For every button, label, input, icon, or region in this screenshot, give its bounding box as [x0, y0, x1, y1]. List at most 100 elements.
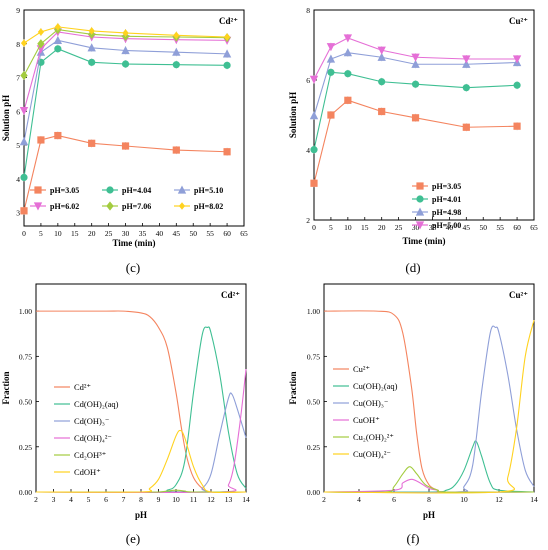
x-tick-label: 35: [429, 223, 437, 232]
y-tick-label: 8: [16, 40, 20, 49]
data-point: [309, 75, 319, 84]
data-point: [343, 48, 353, 57]
y-tick-label: 8: [306, 6, 310, 15]
x-tick-label: 6: [392, 495, 396, 504]
legend-label: Cd(OH)₃⁻: [74, 416, 109, 426]
x-axis-label: pH: [423, 510, 435, 520]
data-point: [172, 146, 180, 154]
legend-label: Cd(OH)₂(aq): [74, 399, 119, 409]
x-tick-label: 4: [69, 495, 73, 504]
y-axis-label: Solution pH: [288, 92, 298, 138]
data-point: [378, 78, 386, 86]
legend-label: CuOH⁺: [353, 415, 380, 425]
data-point: [513, 122, 521, 130]
data-point: [327, 111, 335, 119]
x-tick-label: 4: [357, 495, 361, 504]
chart-title: Cu²⁺: [509, 290, 528, 300]
x-axis-label: Time (min): [402, 236, 445, 246]
caption-e: (e): [126, 531, 140, 546]
legend-label: pH=4.01: [432, 195, 461, 204]
legend-label: Cd²⁺: [74, 382, 91, 392]
x-tick-label: 2: [34, 495, 38, 504]
series-curve-5: [323, 466, 535, 493]
data-point: [37, 28, 45, 36]
y-tick-label: 5: [16, 141, 20, 150]
data-point: [411, 80, 420, 88]
x-axis-label: pH: [135, 510, 147, 520]
legend-label: pH=4.04: [122, 186, 151, 195]
legend-marker: [416, 195, 424, 203]
data-point: [327, 68, 335, 76]
x-tick-label: 10: [344, 223, 352, 232]
series-curve-6: [323, 320, 535, 494]
data-point: [462, 55, 471, 64]
y-tick-label: 0.50: [307, 398, 320, 407]
data-point: [88, 139, 96, 147]
data-point: [20, 173, 28, 181]
legend-marker: [177, 185, 187, 194]
chart-title: Cd²⁺: [219, 16, 238, 26]
y-tick-label: 0.00: [307, 488, 320, 497]
legend-marker: [34, 186, 42, 194]
legend-label: Cu(OH)₄²⁻: [353, 449, 391, 459]
panel-e: 2 3 4 5 6 7 8 9 10 11 12 13 14 0.00 0.25 0.50 0.75 1.00 pH…: [1, 283, 250, 520]
y-tick-label: 0.25: [307, 443, 320, 452]
x-tick-label: 50: [479, 223, 487, 232]
legend-label: pH=7.06: [122, 202, 151, 211]
series-curve-3: [35, 392, 247, 493]
legend-marker: [416, 182, 424, 190]
data-point: [310, 179, 318, 187]
legend-marker: [106, 201, 114, 211]
x-tick-label: 40: [446, 223, 454, 232]
data-point: [462, 59, 471, 68]
x-tick-label: 14: [530, 495, 538, 504]
legend-label: pH=3.05: [50, 186, 79, 195]
legend-marker: [178, 202, 186, 210]
x-tick-label: 25: [395, 223, 403, 232]
series-line-3: [23, 39, 228, 142]
data-point: [462, 84, 470, 92]
x-tick-label: 8: [427, 495, 431, 504]
data-point: [121, 60, 130, 68]
legend-label: pH=5.10: [194, 186, 223, 195]
x-tick-label: 14: [242, 495, 250, 504]
x-tick-label: 20: [378, 223, 386, 232]
legend-marker: [415, 207, 425, 216]
y-tick-label: 4: [306, 146, 310, 155]
x-tick-label: 10: [172, 495, 180, 504]
data-point: [172, 47, 181, 56]
data-point: [88, 58, 96, 66]
data-point: [344, 70, 352, 78]
chart-title: Cd²⁺: [221, 290, 240, 300]
x-tick-label: 5: [87, 495, 91, 504]
data-point: [223, 61, 231, 69]
legend-label: CdOH⁺: [74, 467, 101, 477]
series-curve-6: [35, 429, 247, 494]
legend-marker: [415, 221, 425, 230]
data-point: [172, 61, 180, 69]
data-point: [20, 207, 28, 215]
legend-marker: [33, 202, 43, 211]
y-axis-label: Fraction: [1, 372, 11, 405]
data-point: [378, 107, 386, 116]
x-tick-label: 60: [223, 229, 231, 238]
data-point: [377, 46, 386, 55]
data-point: [411, 59, 420, 68]
x-tick-label: 55: [206, 229, 214, 238]
y-axis-label: Fraction: [288, 372, 298, 405]
legend-label: Cu(OH)₂(aq): [353, 381, 398, 391]
panel-d: 0 5 10 15 20 25 30 35 40 45 50 55 60 65 2 4 6 8 Time (min)…: [288, 6, 538, 246]
x-tick-label: 12: [207, 495, 215, 504]
data-point: [223, 33, 231, 41]
x-tick-label: 5: [329, 223, 333, 232]
legend-label: pH=4.98: [432, 208, 461, 217]
data-point: [344, 96, 352, 104]
x-tick-label: 45: [463, 223, 471, 232]
series-line-1: [313, 99, 518, 184]
plot-frame: [23, 9, 245, 227]
y-tick-label: 0.00: [19, 488, 32, 497]
data-point: [512, 55, 522, 64]
x-tick-label: 0: [312, 223, 316, 232]
legend-label: pH=5.00: [432, 221, 461, 230]
